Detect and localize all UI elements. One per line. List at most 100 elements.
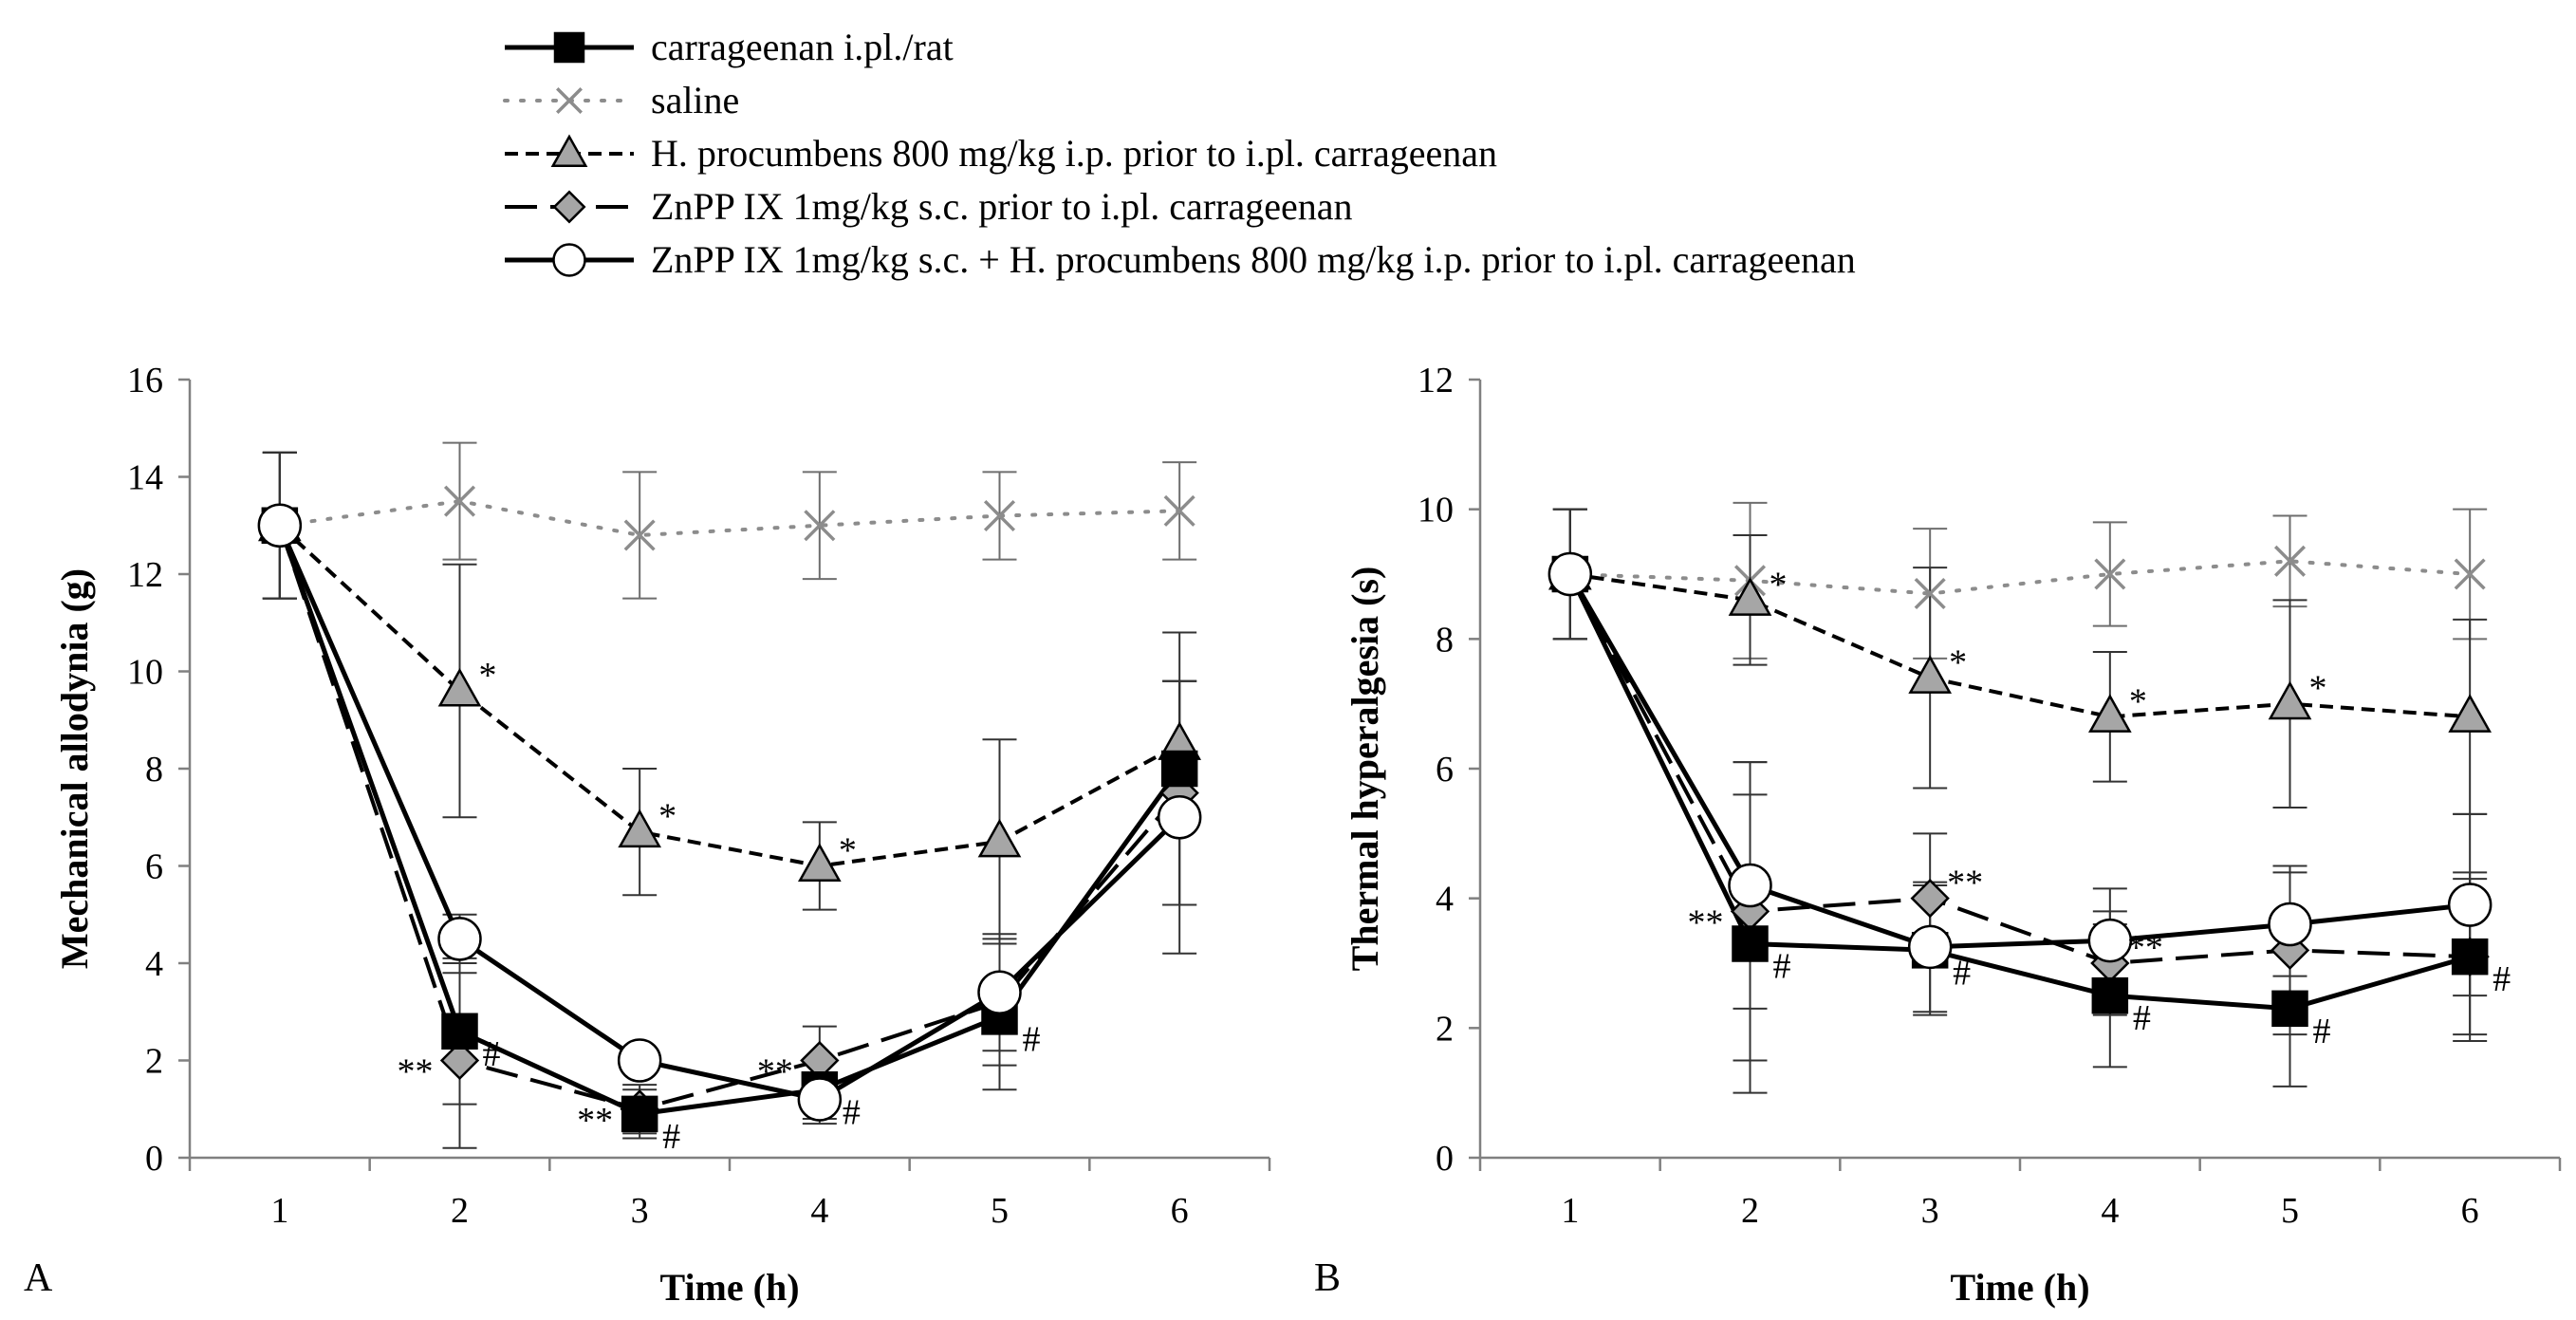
data-point-combo [1157, 795, 1202, 840]
data-point-combo [977, 970, 1022, 1014]
data-point-carr [441, 1013, 478, 1050]
data-point-combo [2447, 883, 2493, 927]
legend-marker-znpp [552, 190, 586, 224]
panel-a-y-tick-label: 16 [127, 361, 163, 400]
legend: carrageenan i.pl./rat saline H. procumbens… [503, 26, 1856, 281]
legend-marker-hp [550, 134, 588, 167]
data-point-saline [2273, 545, 2307, 577]
panel-b-x-tick-label: 6 [2461, 1191, 2479, 1231]
data-point-carr [621, 1095, 658, 1133]
data-point-znpp [439, 1040, 480, 1081]
panel-a-y-tick-label: 0 [145, 1139, 163, 1179]
series-line-znpp [1568, 573, 2471, 966]
data-point-hp [797, 843, 842, 883]
data-point-carr [2271, 990, 2308, 1028]
panel-a-x-tick-label: 2 [451, 1191, 469, 1231]
legend-label-combo: ZnPP IX 1mg/kg s.c. + H. procumbens 800 … [651, 238, 1856, 281]
data-point-combo [1547, 551, 1593, 597]
data-point-combo [437, 917, 482, 961]
legend-label-saline: saline [651, 79, 739, 121]
panel-b-x-tick-label: 2 [1741, 1191, 1759, 1231]
significance-marker: ** [1688, 902, 1724, 942]
panel-a-x-axis-title: Time (h) [659, 1266, 799, 1309]
panel-b-x-axis-title: Time (h) [1950, 1266, 2089, 1309]
data-point-combo [1907, 924, 1953, 970]
data-point-saline [623, 519, 656, 551]
legend-label-znpp: ZnPP IX 1mg/kg s.c. prior to i.pl. carra… [651, 185, 1352, 228]
data-point-hp [1728, 577, 1772, 616]
panel-b-y-tick-label: 12 [1418, 361, 1454, 400]
data-point-znpp [1910, 878, 1950, 919]
significance-marker: * [1770, 565, 1788, 604]
data-point-saline [443, 485, 476, 517]
significance-marker: * [658, 797, 676, 837]
legend-marker-combo [552, 243, 586, 277]
legend-label-carr: carrageenan i.pl./rat [651, 26, 954, 68]
significance-marker: # [1023, 1019, 1041, 1059]
panel-a-label: A [24, 1256, 53, 1300]
significance-marker: # [843, 1092, 861, 1132]
panel-a-y-tick-label: 6 [145, 847, 163, 887]
panel-b-x-tick-label: 1 [1561, 1191, 1579, 1231]
panel-a-y-tick-label: 14 [127, 458, 163, 498]
series-line-carr [1567, 572, 2471, 1012]
panel-a-x-tick-label: 4 [810, 1191, 828, 1231]
panel-a-y-axis-title: Mechanical allodynia (g) [53, 568, 96, 969]
panel-b-y-tick-label: 2 [1436, 1009, 1454, 1049]
panel-a-x-tick-label: 5 [991, 1191, 1009, 1231]
panel-b-x-tick-label: 3 [1921, 1191, 1939, 1231]
data-point-combo [257, 503, 303, 548]
data-point-hp [2448, 694, 2493, 733]
panel-a-x-tick-label: 1 [270, 1191, 288, 1231]
data-point-hp [2087, 694, 2132, 733]
significance-marker: # [662, 1117, 680, 1157]
series-line-hp [1569, 572, 2471, 719]
significance-marker: # [1953, 953, 1971, 993]
legend-marker-carr [553, 31, 585, 64]
significance-marker: * [479, 656, 497, 696]
data-point-hp [977, 818, 1022, 858]
data-point-saline [2094, 558, 2126, 590]
data-point-hp [618, 809, 662, 848]
panel-a-x-tick-label: 3 [631, 1191, 649, 1231]
significance-marker: ** [577, 1101, 613, 1141]
significance-marker: # [2493, 959, 2511, 999]
panel-b-y-tick-label: 4 [1436, 880, 1454, 920]
significance-marker: # [483, 1034, 501, 1074]
panel-b-y-tick-label: 10 [1418, 491, 1454, 530]
data-point-hp [437, 667, 482, 707]
series-line-combo [1567, 572, 2471, 950]
series-line-saline [1567, 559, 2473, 596]
data-point-carr [1160, 750, 1198, 788]
significance-marker: ** [757, 1052, 793, 1092]
data-point-hp [2268, 680, 2312, 720]
panel-a-y-tick-label: 2 [145, 1042, 163, 1082]
data-point-combo [1728, 863, 1772, 908]
panel-b-y-tick-label: 0 [1436, 1139, 1454, 1179]
panel-b-y-tick-label: 6 [1436, 750, 1454, 790]
series-line-znpp [277, 525, 1181, 1111]
series-line-combo [277, 524, 1181, 1103]
data-point-combo [797, 1077, 843, 1122]
data-point-saline [983, 499, 1016, 532]
panel-b-y-axis-title: Thermal hyperalgesia (s) [1344, 567, 1386, 972]
significance-marker: * [839, 831, 857, 871]
legend-label-hp: H. procumbens 800 mg/kg i.p. prior to i.… [651, 132, 1497, 175]
series-line-carr [277, 524, 1182, 1117]
data-point-combo [617, 1038, 662, 1083]
panel-a-y-tick-label: 4 [145, 944, 163, 984]
panel-b-x-tick-label: 4 [2101, 1191, 2119, 1231]
series-line-saline [277, 499, 1182, 538]
significance-marker: ** [2127, 928, 2163, 968]
significance-marker: * [1949, 642, 1967, 682]
panel-a-x-tick-label: 6 [1171, 1191, 1189, 1231]
data-point-saline [1914, 577, 1946, 610]
data-point-hp [1908, 655, 1953, 694]
data-point-saline [2454, 558, 2486, 590]
panel-a-y-tick-label: 12 [127, 555, 163, 595]
panel-b-y-tick-label: 8 [1436, 620, 1454, 660]
